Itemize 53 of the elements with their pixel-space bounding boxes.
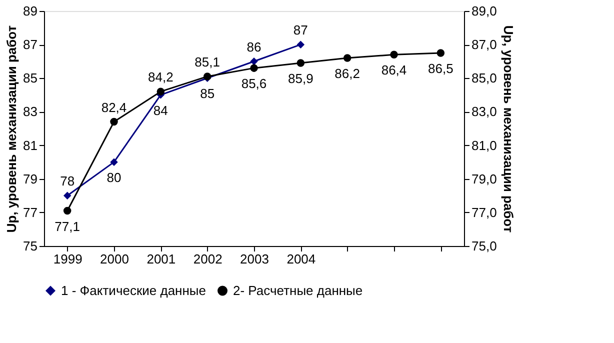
y2-tick-label: 83,0 [472, 104, 497, 120]
data-label: 80 [106, 170, 122, 186]
data-label: 84 [153, 102, 168, 118]
y2-tick-label: 87,0 [472, 37, 497, 52]
legend-label: 1 - Фактические данные [61, 282, 206, 298]
data-label: 85,9 [288, 71, 314, 86]
point [250, 64, 258, 72]
point [63, 206, 72, 215]
data-label: 85 [200, 86, 215, 102]
point [296, 40, 305, 48]
x-tick-label: 2003 [240, 252, 269, 266]
y-tick-label: 89 [23, 4, 38, 18]
y-tick-label: 77 [23, 204, 38, 220]
y2-tick-label: 77,0 [472, 204, 497, 220]
data-label: 86,5 [428, 60, 454, 76]
data-label: 78 [60, 174, 75, 189]
y-axis-title: Up, уровень механизации работ [4, 25, 20, 233]
x-tick-label: 2004 [286, 252, 316, 266]
data-label: 85,6 [241, 76, 267, 92]
data-label: 86,2 [334, 66, 360, 81]
y2-tick-label: 85,0 [472, 70, 497, 86]
point [343, 54, 352, 62]
point [110, 118, 118, 126]
y-tick-label: 75 [23, 238, 38, 254]
y2-tick-label: 75,0 [472, 238, 497, 254]
y-tick-label: 79 [23, 171, 38, 186]
y2-axis-title: Up, уровень механизации работ [500, 25, 516, 233]
point [63, 192, 72, 200]
data-label: 86 [246, 39, 262, 54]
point [296, 59, 305, 67]
y2-tick-label: 81,0 [472, 138, 497, 153]
data-label: 85,1 [194, 54, 220, 70]
data-label: 84,2 [148, 70, 174, 85]
data-label: 86,4 [381, 62, 407, 78]
data-label: 82,4 [101, 100, 127, 115]
point [436, 49, 445, 57]
x-tick-label: 2001 [146, 252, 176, 266]
y2-tick-label: 89,0 [472, 4, 497, 18]
y-tick-label: 85 [23, 70, 38, 86]
y2-tick-label: 79,0 [472, 171, 497, 186]
data-label: 87 [293, 22, 308, 38]
y-tick-label: 81 [23, 138, 38, 153]
data-label: 77,1 [54, 218, 80, 234]
x-tick-label: 2002 [193, 252, 222, 266]
point [156, 88, 165, 96]
x-tick-label: 1999 [53, 252, 82, 266]
point [250, 57, 258, 66]
legend-label: 2- Расчетные данные [233, 282, 363, 298]
y-tick-label: 83 [23, 104, 38, 120]
x-tick-label: 2000 [100, 252, 129, 266]
y-tick-label: 87 [23, 37, 38, 52]
point [110, 158, 118, 166]
point [390, 50, 398, 59]
